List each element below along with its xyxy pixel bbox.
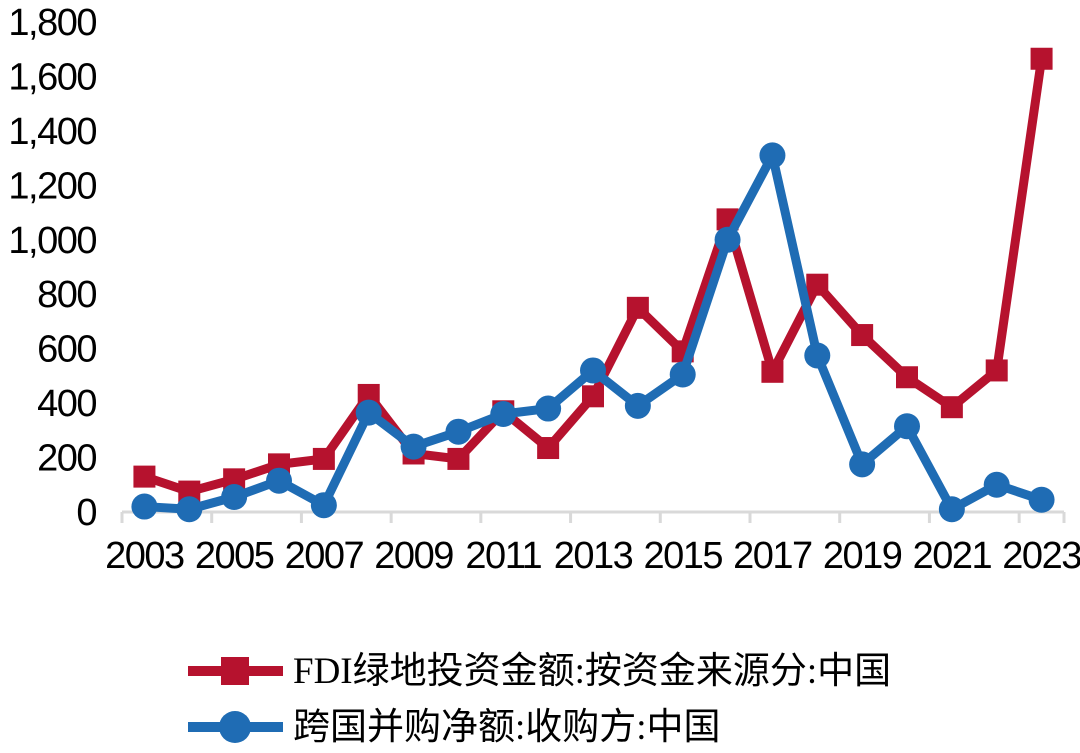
series-1-marker-circle bbox=[624, 392, 651, 419]
series-1-marker-circle bbox=[310, 492, 337, 519]
series-0-marker-square bbox=[806, 273, 829, 296]
series-0-marker-square bbox=[851, 324, 874, 347]
x-axis-tick-label: 2023 bbox=[1002, 535, 1080, 577]
series-0-marker-square bbox=[626, 296, 649, 319]
series-1-marker-circle bbox=[131, 493, 158, 520]
series-0-marker-square bbox=[178, 480, 201, 503]
series-1-marker-circle bbox=[400, 433, 427, 460]
series-1-marker-circle bbox=[669, 361, 696, 388]
series-0-marker-square bbox=[223, 468, 246, 491]
x-axis-tick-label: 2017 bbox=[733, 535, 812, 577]
x-axis-tick-label: 2015 bbox=[643, 535, 722, 577]
series-0-marker-square bbox=[537, 437, 560, 460]
x-axis-tick-label: 2005 bbox=[195, 535, 274, 577]
series-0-marker-square bbox=[1030, 47, 1053, 70]
series-1-marker-circle bbox=[445, 418, 472, 445]
y-axis-tick-label: 400 bbox=[37, 383, 96, 425]
y-axis-tick-label: 1,000 bbox=[8, 220, 96, 262]
x-axis-tick-label: 2013 bbox=[554, 535, 633, 577]
series-1-marker-circle bbox=[849, 451, 876, 478]
legend: FDI绿地投资金额:按资金来源分:中国 跨国并购净额:收购方:中国 bbox=[188, 646, 891, 752]
series-0-marker-square bbox=[357, 383, 380, 406]
x-axis-tick-label: 2007 bbox=[285, 535, 364, 577]
y-axis-tick-label: 1,200 bbox=[8, 165, 96, 207]
legend-item-cross-border-ma: 跨国并购净额:收购方:中国 bbox=[188, 702, 891, 752]
legend-label-fdi-greenfield: FDI绿地投资金额:按资金来源分:中国 bbox=[293, 650, 892, 692]
series-0-marker-square bbox=[761, 360, 784, 383]
series-0-marker-square bbox=[312, 447, 335, 470]
series-1-marker-circle bbox=[535, 395, 562, 422]
series-1-marker-circle bbox=[714, 226, 741, 253]
x-axis-tick-label: 2011 bbox=[465, 535, 541, 577]
series-1-marker-circle bbox=[355, 399, 382, 426]
x-axis-tick-label: 2021 bbox=[913, 535, 992, 577]
legend-circle-marker-icon bbox=[219, 711, 251, 743]
legend-item-fdi-greenfield: FDI绿地投资金额:按资金来源分:中国 bbox=[188, 646, 891, 696]
series-1-marker-circle bbox=[580, 357, 606, 384]
series-1-marker-circle bbox=[938, 496, 965, 523]
series-0-marker-square bbox=[896, 366, 918, 389]
series-0-marker-square bbox=[582, 385, 604, 408]
series-1-marker-circle bbox=[490, 401, 517, 427]
y-axis-tick-label: 600 bbox=[37, 329, 96, 371]
series-1-marker-circle bbox=[894, 413, 920, 440]
x-axis-tick-label: 2009 bbox=[374, 535, 453, 577]
series-1-marker-circle bbox=[1028, 486, 1055, 513]
x-axis-tick-label: 2019 bbox=[823, 535, 902, 577]
y-axis-tick-label: 0 bbox=[76, 492, 96, 534]
series-0-marker-square bbox=[985, 359, 1008, 382]
series-1-marker-circle bbox=[266, 467, 292, 494]
y-axis-tick-label: 1,400 bbox=[8, 111, 96, 153]
legend-swatch-red-square-icon bbox=[188, 657, 283, 685]
y-axis-tick-label: 1,800 bbox=[8, 2, 96, 44]
x-axis-tick-label: 2003 bbox=[105, 535, 184, 577]
series-1-marker-circle bbox=[759, 142, 786, 169]
y-axis-tick-label: 200 bbox=[37, 438, 96, 480]
series-0-marker-square bbox=[940, 396, 963, 419]
y-axis-tick-label: 800 bbox=[37, 274, 96, 316]
legend-square-marker-icon bbox=[221, 657, 249, 685]
series-1-marker-circle bbox=[176, 496, 203, 523]
series-0-marker-square bbox=[447, 447, 470, 470]
series-1-marker-circle bbox=[983, 471, 1010, 498]
series-1-marker-circle bbox=[221, 484, 248, 511]
y-axis-tick-label: 1,600 bbox=[8, 56, 96, 98]
series-1-marker-circle bbox=[804, 342, 831, 369]
legend-label-cross-border-ma: 跨国并购净额:收购方:中国 bbox=[293, 706, 721, 748]
series-0-marker-square bbox=[133, 465, 156, 488]
legend-swatch-blue-circle-icon bbox=[188, 711, 283, 743]
